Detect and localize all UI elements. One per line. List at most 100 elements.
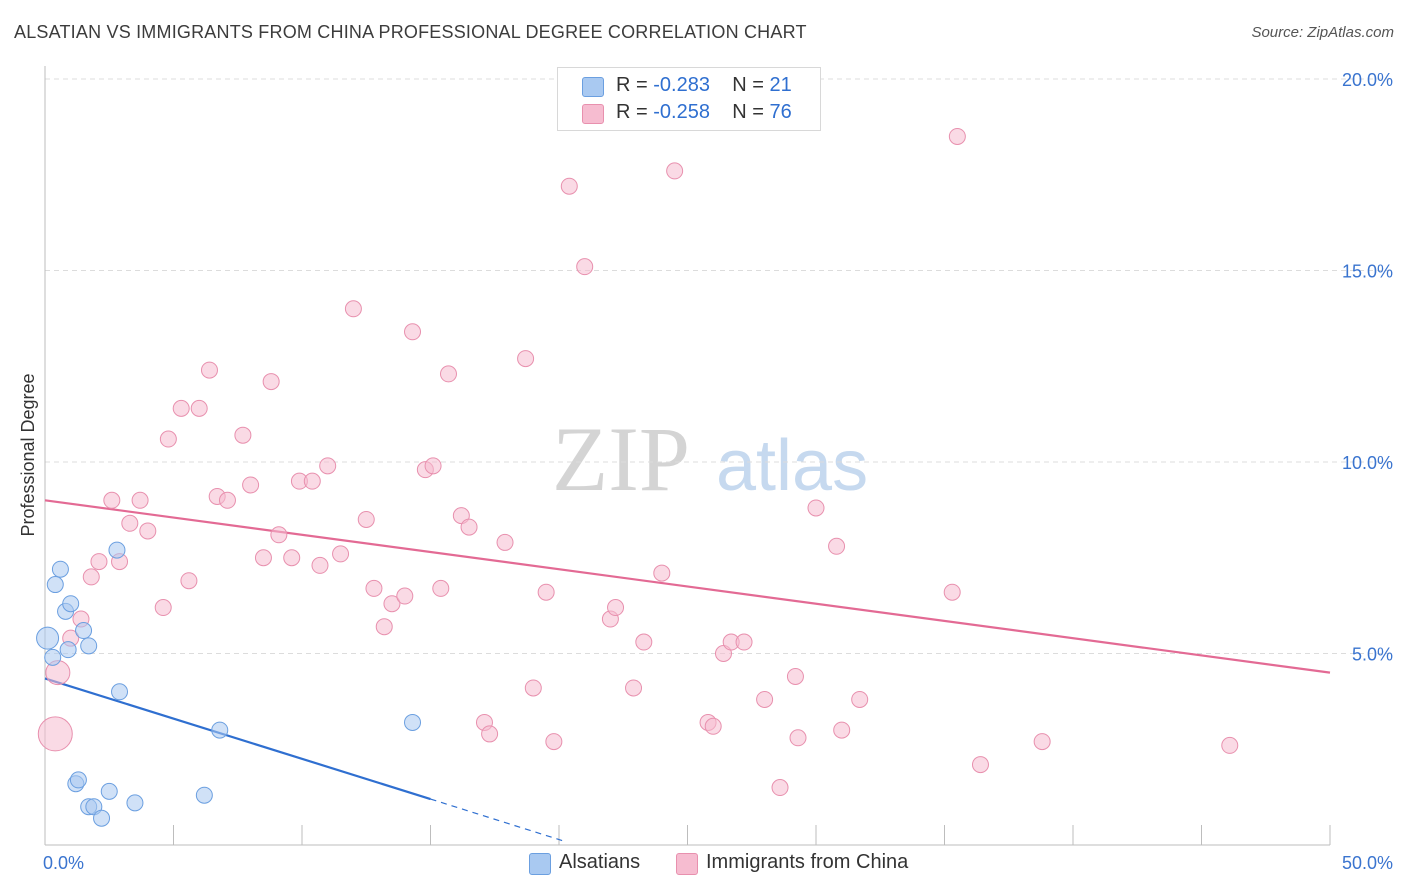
point-immigrants-from-china — [756, 690, 774, 708]
point-immigrants-from-china — [90, 553, 108, 571]
watermark-atlas: atlas — [716, 426, 868, 506]
point-immigrants-from-china — [517, 350, 535, 368]
point-immigrants-from-china — [943, 583, 961, 601]
legend-n-label: N = — [732, 101, 770, 123]
chart-title: ALSATIAN VS IMMIGRANTS FROM CHINA PROFES… — [14, 22, 807, 42]
legend-r-value: -0.283 — [653, 74, 710, 96]
point-immigrants-from-china — [270, 526, 288, 544]
point-immigrants-from-china — [481, 725, 499, 743]
point-immigrants-from-china — [833, 721, 851, 739]
point-immigrants-from-china — [254, 549, 272, 567]
watermark: ZIP atlas — [552, 408, 868, 510]
y-tick-label: 20.0% — [1342, 70, 1393, 90]
point-alsatians — [111, 683, 129, 701]
point-immigrants-from-china — [365, 579, 383, 597]
point-immigrants-from-china — [653, 564, 671, 582]
point-immigrants-from-china — [103, 491, 121, 509]
x-tick-label: 0.0% — [43, 853, 84, 873]
trendline-alsatians-extension — [430, 798, 565, 842]
point-alsatians — [93, 809, 111, 827]
point-alsatians — [404, 713, 422, 731]
y-axis-label: Professional Degree — [18, 373, 38, 536]
point-immigrants-from-china — [154, 599, 172, 617]
point-immigrants-from-china — [37, 716, 73, 752]
point-immigrants-from-china — [537, 583, 555, 601]
legend-swatch-alsatians — [582, 77, 604, 97]
point-immigrants-from-china — [635, 633, 653, 651]
point-alsatians — [62, 595, 80, 613]
point-alsatians — [59, 641, 77, 659]
point-immigrants-from-china — [560, 177, 578, 195]
point-immigrants-from-china — [234, 426, 252, 444]
axes — [44, 66, 1331, 846]
point-immigrants-from-china — [172, 399, 190, 417]
bottom-legend-swatch-alsatians — [529, 853, 551, 875]
point-immigrants-from-china — [735, 633, 753, 651]
correlation-legend: R = -0.283 N = 21 R = -0.258 N = 76 — [557, 67, 821, 131]
point-immigrants-from-china — [948, 127, 966, 145]
point-alsatians — [195, 786, 213, 804]
point-immigrants-from-china — [139, 522, 157, 540]
point-immigrants-from-china — [344, 300, 362, 318]
legend-r-value: -0.258 — [653, 101, 710, 123]
point-immigrants-from-china — [851, 690, 869, 708]
legend-n-value: 21 — [769, 74, 792, 96]
point-immigrants-from-china — [200, 361, 218, 379]
point-alsatians — [80, 637, 98, 655]
point-immigrants-from-china — [576, 258, 594, 276]
point-immigrants-from-china — [1221, 736, 1239, 754]
point-immigrants-from-china — [190, 399, 208, 417]
point-alsatians — [46, 576, 64, 594]
legend-n-label: N = — [732, 74, 770, 96]
gridlines — [45, 78, 1392, 654]
point-alsatians — [211, 721, 229, 739]
point-immigrants-from-china — [524, 679, 542, 697]
point-immigrants-from-china — [242, 476, 260, 494]
bottom-legend-swatch-immigrants-from-china — [676, 853, 698, 875]
x-tick-label: 50.0% — [1342, 853, 1393, 873]
point-alsatians — [51, 560, 69, 578]
legend-swatch-immigrants-from-china — [582, 104, 604, 124]
point-immigrants-from-china — [789, 729, 807, 747]
point-immigrants-from-china — [432, 579, 450, 597]
point-alsatians — [69, 771, 87, 789]
y-tick-label: 15.0% — [1342, 262, 1393, 282]
point-immigrants-from-china — [545, 733, 563, 751]
point-immigrants-from-china — [283, 549, 301, 567]
point-immigrants-from-china — [218, 491, 236, 509]
tick-labels: 5.0% 10.0% 15.0% 20.0% 0.0% 50.0% — [43, 70, 1393, 873]
point-immigrants-from-china — [807, 499, 825, 517]
legend-n-value: 76 — [769, 101, 792, 123]
trendline-alsatians — [44, 677, 431, 801]
data-points — [36, 127, 1239, 827]
point-immigrants-from-china — [82, 568, 100, 586]
point-immigrants-from-china — [121, 514, 139, 532]
point-immigrants-from-china — [303, 472, 321, 490]
bottom-legend-label-alsatians: Alsatians — [559, 851, 641, 873]
point-immigrants-from-china — [828, 537, 846, 555]
point-alsatians — [36, 626, 60, 650]
point-immigrants-from-china — [262, 373, 280, 391]
y-tick-label: 5.0% — [1352, 645, 1393, 665]
legend-r-label: R = — [616, 74, 654, 96]
point-alsatians — [108, 541, 126, 559]
point-immigrants-from-china — [311, 556, 329, 574]
point-immigrants-from-china — [625, 679, 643, 697]
point-immigrants-from-china — [460, 518, 478, 536]
legend-r-label: R = — [616, 101, 654, 123]
point-immigrants-from-china — [357, 510, 375, 528]
point-immigrants-from-china — [159, 430, 177, 448]
point-immigrants-from-china — [439, 365, 457, 383]
point-immigrants-from-china — [1033, 733, 1051, 751]
point-immigrants-from-china — [396, 587, 414, 605]
point-immigrants-from-china — [180, 572, 198, 590]
point-alsatians — [75, 622, 93, 640]
point-immigrants-from-china — [771, 779, 789, 797]
point-immigrants-from-china — [666, 162, 684, 180]
trend-lines — [44, 499, 1331, 842]
point-alsatians — [100, 782, 118, 800]
point-immigrants-from-china — [971, 756, 989, 774]
point-immigrants-from-china — [607, 599, 625, 617]
point-immigrants-from-china — [704, 717, 722, 735]
